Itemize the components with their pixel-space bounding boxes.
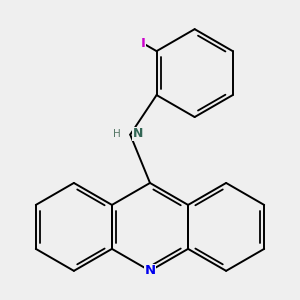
Text: I: I (141, 37, 146, 50)
Text: H: H (113, 129, 121, 139)
Text: N: N (144, 264, 156, 278)
Text: N: N (132, 127, 143, 140)
